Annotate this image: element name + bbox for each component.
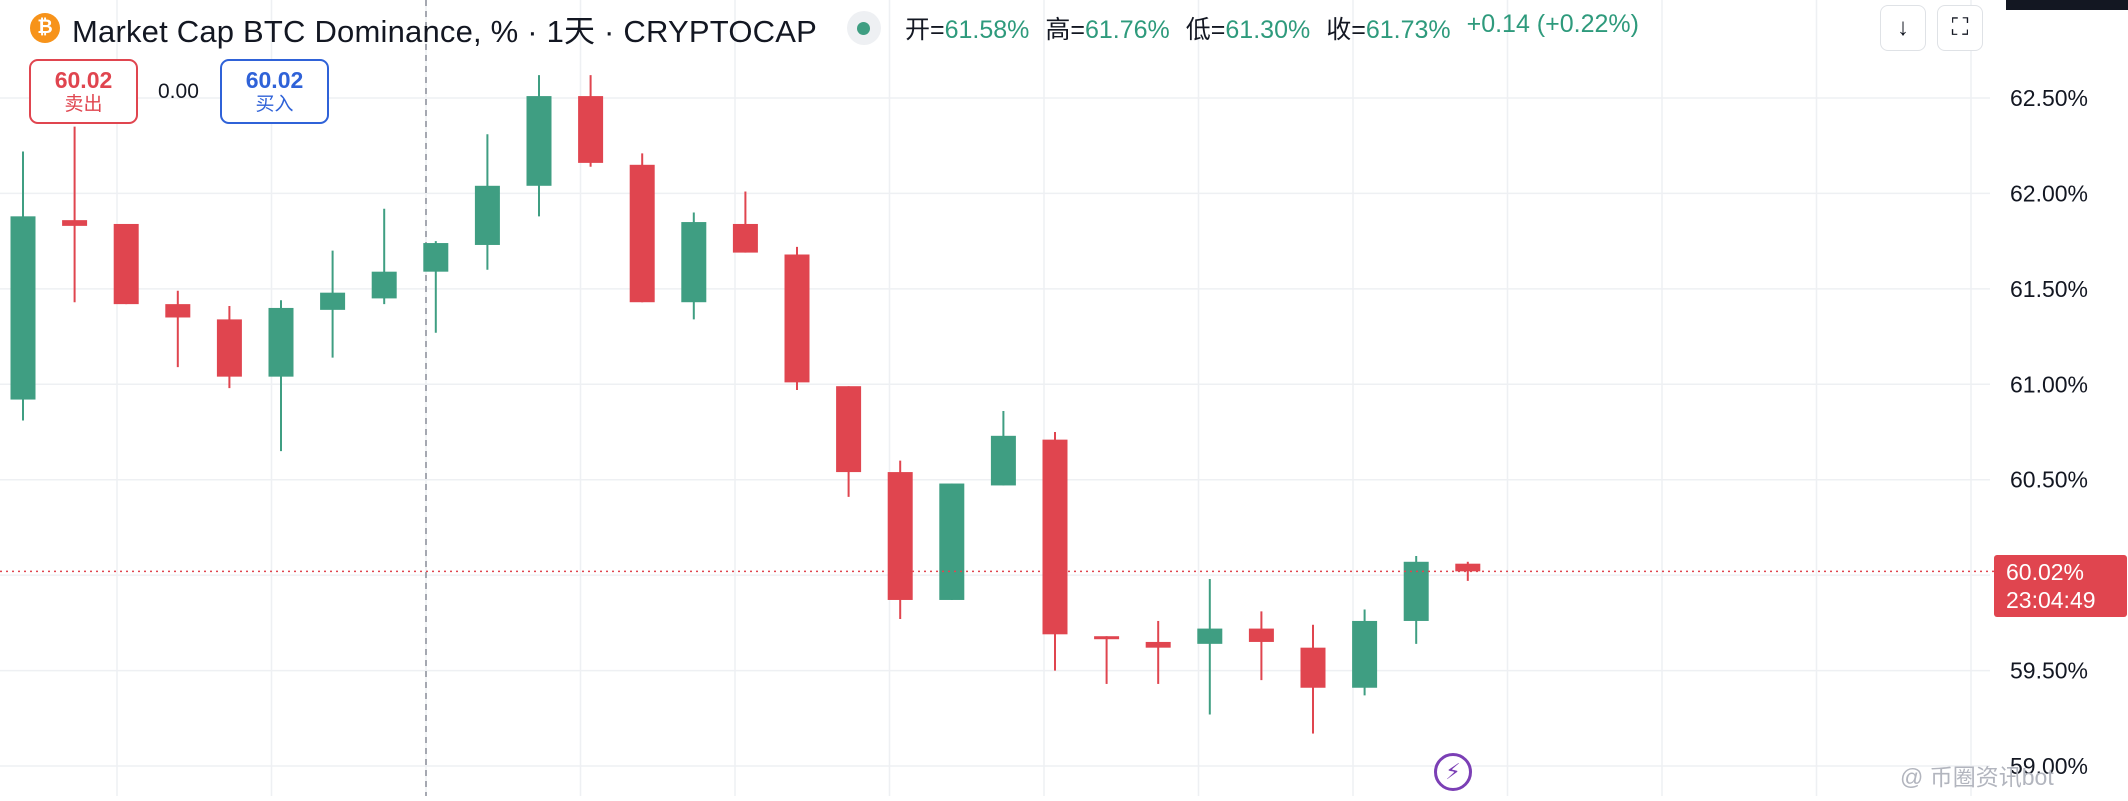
price-axis: 62.50% 62.00% 61.50% 61.00% 60.50% 59.50% 59.0… [2010,85,2088,779]
candle [10,151,36,421]
sell-label: 卖出 [64,94,103,115]
candle-body [784,254,810,383]
candle [990,411,1016,486]
last-price-tag: 60.02% 23:04:49 [1994,555,2127,617]
scroll-down-button[interactable]: ↓ [1880,5,1926,51]
bitcoin-logo-icon: ₿ [30,13,60,43]
ohlc-close: 收=61.73% [1326,16,1451,44]
candle [939,483,965,600]
price-axis-tick-label: 60.50% [2010,467,2088,493]
price-axis-label-top [2006,0,2128,10]
candle-body [1300,647,1326,688]
market-status-indicator[interactable] [846,11,881,45]
candle [784,246,810,391]
price-axis-tick-label: 61.00% [2010,371,2088,397]
candle [216,306,242,389]
candle-body [1094,636,1120,640]
candle-body [1455,563,1481,572]
candle-body [732,223,758,253]
candle-body [320,292,346,310]
ohlc-high: 高=61.76% [1045,16,1170,44]
candle [1094,636,1120,684]
last-price-value: 60.02% [2006,559,2085,585]
candles-layer [10,75,1481,734]
ohlc-low: 低=61.30% [1185,16,1311,44]
candle [732,191,758,253]
candle-body [165,304,191,318]
fullscreen-button[interactable]: ⛶ [1937,5,1983,51]
ohlc-values: 开=61.58% 高=61.76% 低=61.30% 收=61.73% +0.1… [905,10,1639,46]
candle [629,153,655,303]
candle-body [526,96,552,186]
candle-body [216,319,242,377]
candle [320,250,346,358]
candle [1197,578,1223,715]
candle-body [887,472,913,600]
sell-price: 60.02 [54,67,113,93]
price-axis-tick-label: 62.00% [2010,180,2088,206]
candle [526,75,552,217]
candle-body [423,243,449,272]
candle-body [681,222,707,303]
buy-price: 60.02 [245,67,304,93]
bar-countdown: 23:04:49 [2006,587,2096,613]
candle-body [1042,439,1068,635]
candle-body [1248,628,1274,642]
candle-body [836,386,862,473]
watermark-text: @ 币圈资讯bot [1900,764,2054,790]
candle-body [62,220,88,226]
candle-body [10,216,36,400]
candle-body [629,164,655,303]
candle-body [474,185,500,245]
spread-value: 0.00 [158,80,199,103]
price-axis-tick-label: 59.50% [2010,658,2088,684]
candle [165,290,191,368]
candle [1042,432,1068,671]
market-status-dot-icon [857,21,871,35]
candle [62,126,88,303]
fullscreen-icon: ⛶ [1951,14,1969,41]
candle-body [990,435,1016,486]
candle-body [1197,628,1223,644]
candle-body [939,483,965,600]
candle [681,212,707,320]
chart-header: ₿ Market Cap BTC Dominance, % · 1天 · CRY… [30,6,1639,50]
ohlc-change: +0.14 (+0.22%) [1466,10,1639,38]
symbol-title[interactable]: Market Cap BTC Dominance, % · 1天 · CRYPT… [72,13,817,49]
candle [1300,624,1326,734]
candle [1145,620,1171,684]
candle [371,208,397,305]
candle [268,300,294,452]
candle-body [113,223,139,305]
candle [836,386,862,497]
buy-button[interactable]: 60.02 买入 [220,59,329,124]
candle [113,223,139,305]
candle-body [268,307,294,377]
price-axis-tick-label: 62.50% [2010,85,2088,111]
candle [1352,609,1378,696]
candle-body [578,96,604,163]
lightning-icon[interactable]: ⚡ [1434,753,1472,791]
candle [578,75,604,167]
price-axis-tick-label: 59.00% [2010,753,2088,779]
candle-body [1145,641,1171,648]
candle [1248,611,1274,681]
candle [1455,561,1481,581]
candle-body [1352,620,1378,688]
arrow-down-icon: ↓ [1897,14,1909,41]
candle-body [371,271,397,299]
candle [887,460,913,620]
candle [474,134,500,270]
candle [423,241,449,333]
price-axis-tick-label: 61.50% [2010,276,2088,302]
buy-label: 买入 [255,94,294,115]
candle [1403,556,1429,644]
sell-button[interactable]: 60.02 卖出 [29,59,138,124]
ohlc-open: 开=61.58% [904,16,1030,44]
